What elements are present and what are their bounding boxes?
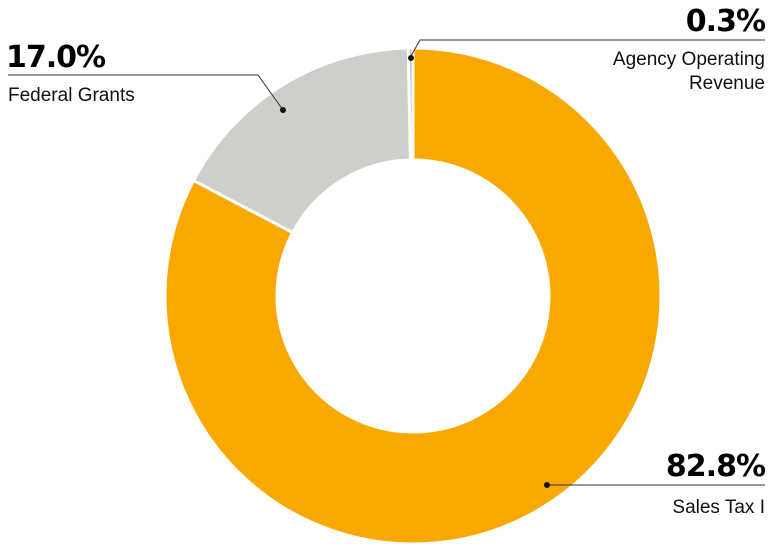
slice-sales-tax-i bbox=[163, 46, 663, 544]
leader-dot-1 bbox=[280, 107, 286, 113]
sales-tax-name-label: Sales Tax I bbox=[672, 497, 765, 518]
donut-slices bbox=[163, 46, 663, 544]
agency-revenue-name-label-line-2: Revenue bbox=[689, 73, 765, 94]
agency-revenue-percent-label: 0.3% bbox=[686, 4, 766, 39]
leader-dot-0 bbox=[544, 482, 550, 488]
leader-lines bbox=[8, 39, 765, 488]
agency-revenue-name-label-line-1: Agency Operating bbox=[613, 49, 765, 70]
leader-line-1 bbox=[8, 74, 284, 111]
slice-labels: 82.8% Sales Tax I 17.0% Federal Grants 0.3% A… bbox=[6, 4, 767, 518]
federal-grants-name-label: Federal Grants bbox=[8, 85, 135, 106]
leader-dot-2 bbox=[408, 55, 414, 61]
slice-agency-operating-revenue bbox=[406, 46, 415, 162]
sales-tax-percent-label: 82.8% bbox=[666, 449, 766, 484]
federal-grants-percent-label: 17.0% bbox=[6, 40, 106, 75]
slice-federal-grants bbox=[191, 46, 412, 235]
